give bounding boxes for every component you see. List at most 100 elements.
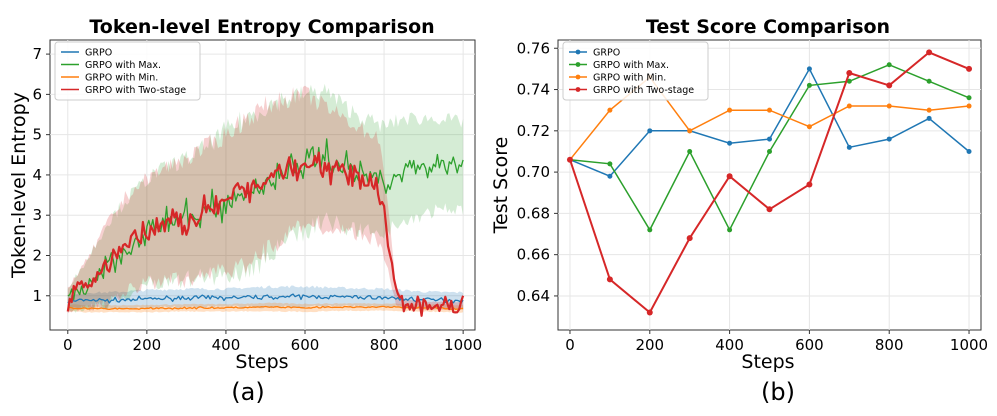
test-score-point-grpo-with-max: [926, 78, 932, 84]
test-score-legend-label-grpo-with-two-stage: GRPO with Two-stage: [593, 85, 694, 96]
test-score-point-grpo-with-two-stage: [966, 65, 973, 72]
entropy-xtick-label: 600: [291, 336, 320, 354]
test-score-point-grpo-with-min: [687, 128, 693, 134]
test-score-point-grpo-with-min: [727, 107, 733, 113]
panel-label-b: (b): [761, 378, 795, 406]
test-score-point-grpo-with-min: [966, 103, 972, 109]
test-score-xtick-label: 200: [635, 336, 664, 354]
test-score-point-grpo-with-max: [727, 227, 733, 233]
entropy-ytick-label: 4: [32, 166, 42, 184]
test-score-point-grpo-with-two-stage: [926, 49, 933, 56]
test-score-point-grpo-with-two-stage: [806, 181, 813, 188]
test-score-xtick-label: 0: [565, 336, 575, 354]
test-score-point-grpo: [806, 66, 812, 72]
test-score-point-grpo: [926, 115, 932, 121]
test-score-legend-marker-grpo-with-min: [575, 74, 581, 80]
entropy-lines: [66, 138, 465, 317]
test-score-point-grpo-with-two-stage: [846, 70, 853, 77]
test-score-ytick-label: 0.70: [517, 163, 550, 181]
entropy-xtick-label: 400: [212, 336, 241, 354]
test-score-point-grpo: [607, 173, 613, 179]
test-score-point-grpo-with-max: [687, 148, 693, 154]
test-score-xtick-label: 1000: [950, 336, 988, 354]
test-score-point-grpo-with-min: [607, 107, 613, 113]
entropy-ytick-label: 1: [32, 287, 42, 305]
entropy-line-grpo-with-max: [67, 138, 464, 301]
test-score-ticks: 0 200 400 600 800 1000 0.64 0.66 0.68 0.70 0.72 0.7…: [517, 39, 989, 354]
test-score-point-grpo: [846, 144, 852, 150]
test-score-point-grpo-with-max: [647, 227, 653, 233]
test-score-point-grpo-with-two-stage: [726, 173, 733, 180]
test-score-xtick-label: 800: [875, 336, 904, 354]
test-score-point-grpo: [886, 136, 892, 142]
test-score-title: Test Score Comparison: [646, 16, 890, 38]
entropy-band-grpo: [67, 285, 464, 310]
entropy-ytick-label: 3: [32, 206, 42, 224]
entropy-legend-label-grpo-with-max: GRPO with Max.: [85, 60, 161, 71]
entropy-xlabel: Steps: [235, 351, 288, 373]
test-score-point-grpo-with-min: [806, 124, 812, 130]
test-score-legend-label-grpo-with-min: GRPO with Min.: [593, 73, 666, 84]
entropy-bands: [67, 83, 464, 314]
test-score-ytick-label: 0.68: [517, 204, 550, 222]
entropy-band-grpo-with-two-stage: [67, 85, 464, 314]
entropy-legend-label-grpo-with-min: GRPO with Min.: [85, 73, 158, 84]
test-score-legend-marker-grpo-with-max: [575, 62, 581, 67]
test-score-legend-label-grpo: GRPO: [593, 48, 620, 59]
test-score-xtick-label: 600: [795, 336, 824, 354]
test-score-point-grpo-with-max: [846, 78, 852, 84]
test-score-point-grpo-with-max: [886, 62, 892, 68]
entropy-ytick-label: 7: [32, 45, 42, 63]
test-score-ytick-label: 0.64: [517, 287, 550, 305]
panel-label-a: (a): [231, 378, 264, 406]
entropy-title: Token-level Entropy Comparison: [89, 16, 434, 38]
test-score-ytick-label: 0.74: [517, 81, 550, 99]
test-score-chart: 0 200 400 600 800 1000 0.64 0.66 0.68 0.70 0.72 0.7…: [490, 16, 988, 406]
entropy-chart: 0 200 400 600 800 1000 1 2 3 4 5 6 7 Token-level Ent…: [8, 16, 482, 406]
test-score-xtick-label: 400: [715, 336, 744, 354]
entropy-xtick-label: 800: [370, 336, 399, 354]
entropy-line-grpo-with-min: [67, 305, 464, 311]
test-score-point-grpo: [767, 136, 772, 142]
test-score-ytick-label: 0.72: [517, 122, 550, 140]
entropy-legend-frame: [54, 41, 201, 101]
test-score-point-grpo-with-min: [846, 103, 852, 109]
entropy-line-grpo: [67, 293, 464, 304]
entropy-ytick-label: 5: [32, 126, 42, 144]
test-score-point-grpo-with-max: [767, 148, 772, 154]
entropy-legend-label-grpo-with-two-stage: GRPO with Two-stage: [85, 85, 186, 96]
test-score-point-grpo-with-two-stage: [566, 156, 573, 163]
test-score-point-grpo-with-min: [767, 107, 772, 113]
entropy-legend-label-grpo: GRPO: [85, 48, 112, 59]
test-score-point-grpo-with-max: [966, 95, 972, 101]
entropy-ytick-label: 6: [32, 85, 42, 103]
test-score-legend-frame: [562, 41, 709, 101]
entropy-xtick-label: 1000: [444, 336, 482, 354]
test-score-point-grpo-with-two-stage: [686, 235, 693, 242]
entropy-line-grpo-with-two-stage: [66, 151, 465, 317]
test-score-point-grpo-with-min: [926, 107, 932, 113]
test-score-point-grpo-with-max: [806, 82, 812, 88]
test-score-point-grpo-with-min: [886, 103, 892, 109]
entropy-xtick-label: 200: [133, 336, 162, 354]
test-score-legend-marker-grpo-with-two-stage: [575, 87, 581, 92]
test-score-point-grpo-with-two-stage: [606, 276, 613, 283]
entropy-ylabel: Token-level Entropy: [8, 92, 30, 279]
test-score-legend-marker-grpo: [575, 49, 581, 55]
test-score-point-grpo-with-two-stage: [646, 309, 653, 316]
test-score-legend-label-grpo-with-max: GRPO with Max.: [593, 60, 669, 71]
entropy-ytick-label: 2: [32, 246, 42, 264]
test-score-point-grpo: [727, 140, 733, 146]
entropy-band-grpo-with-max: [67, 83, 464, 313]
entropy-band-grpo-with-min: [67, 302, 464, 313]
test-score-ytick-label: 0.76: [517, 39, 550, 57]
test-score-point-grpo-with-two-stage: [766, 206, 773, 213]
test-score-point-grpo: [647, 128, 653, 134]
test-score-ytick-label: 0.66: [517, 246, 550, 264]
test-score-xlabel: Steps: [741, 351, 794, 373]
test-score-point-grpo-with-max: [607, 161, 613, 167]
